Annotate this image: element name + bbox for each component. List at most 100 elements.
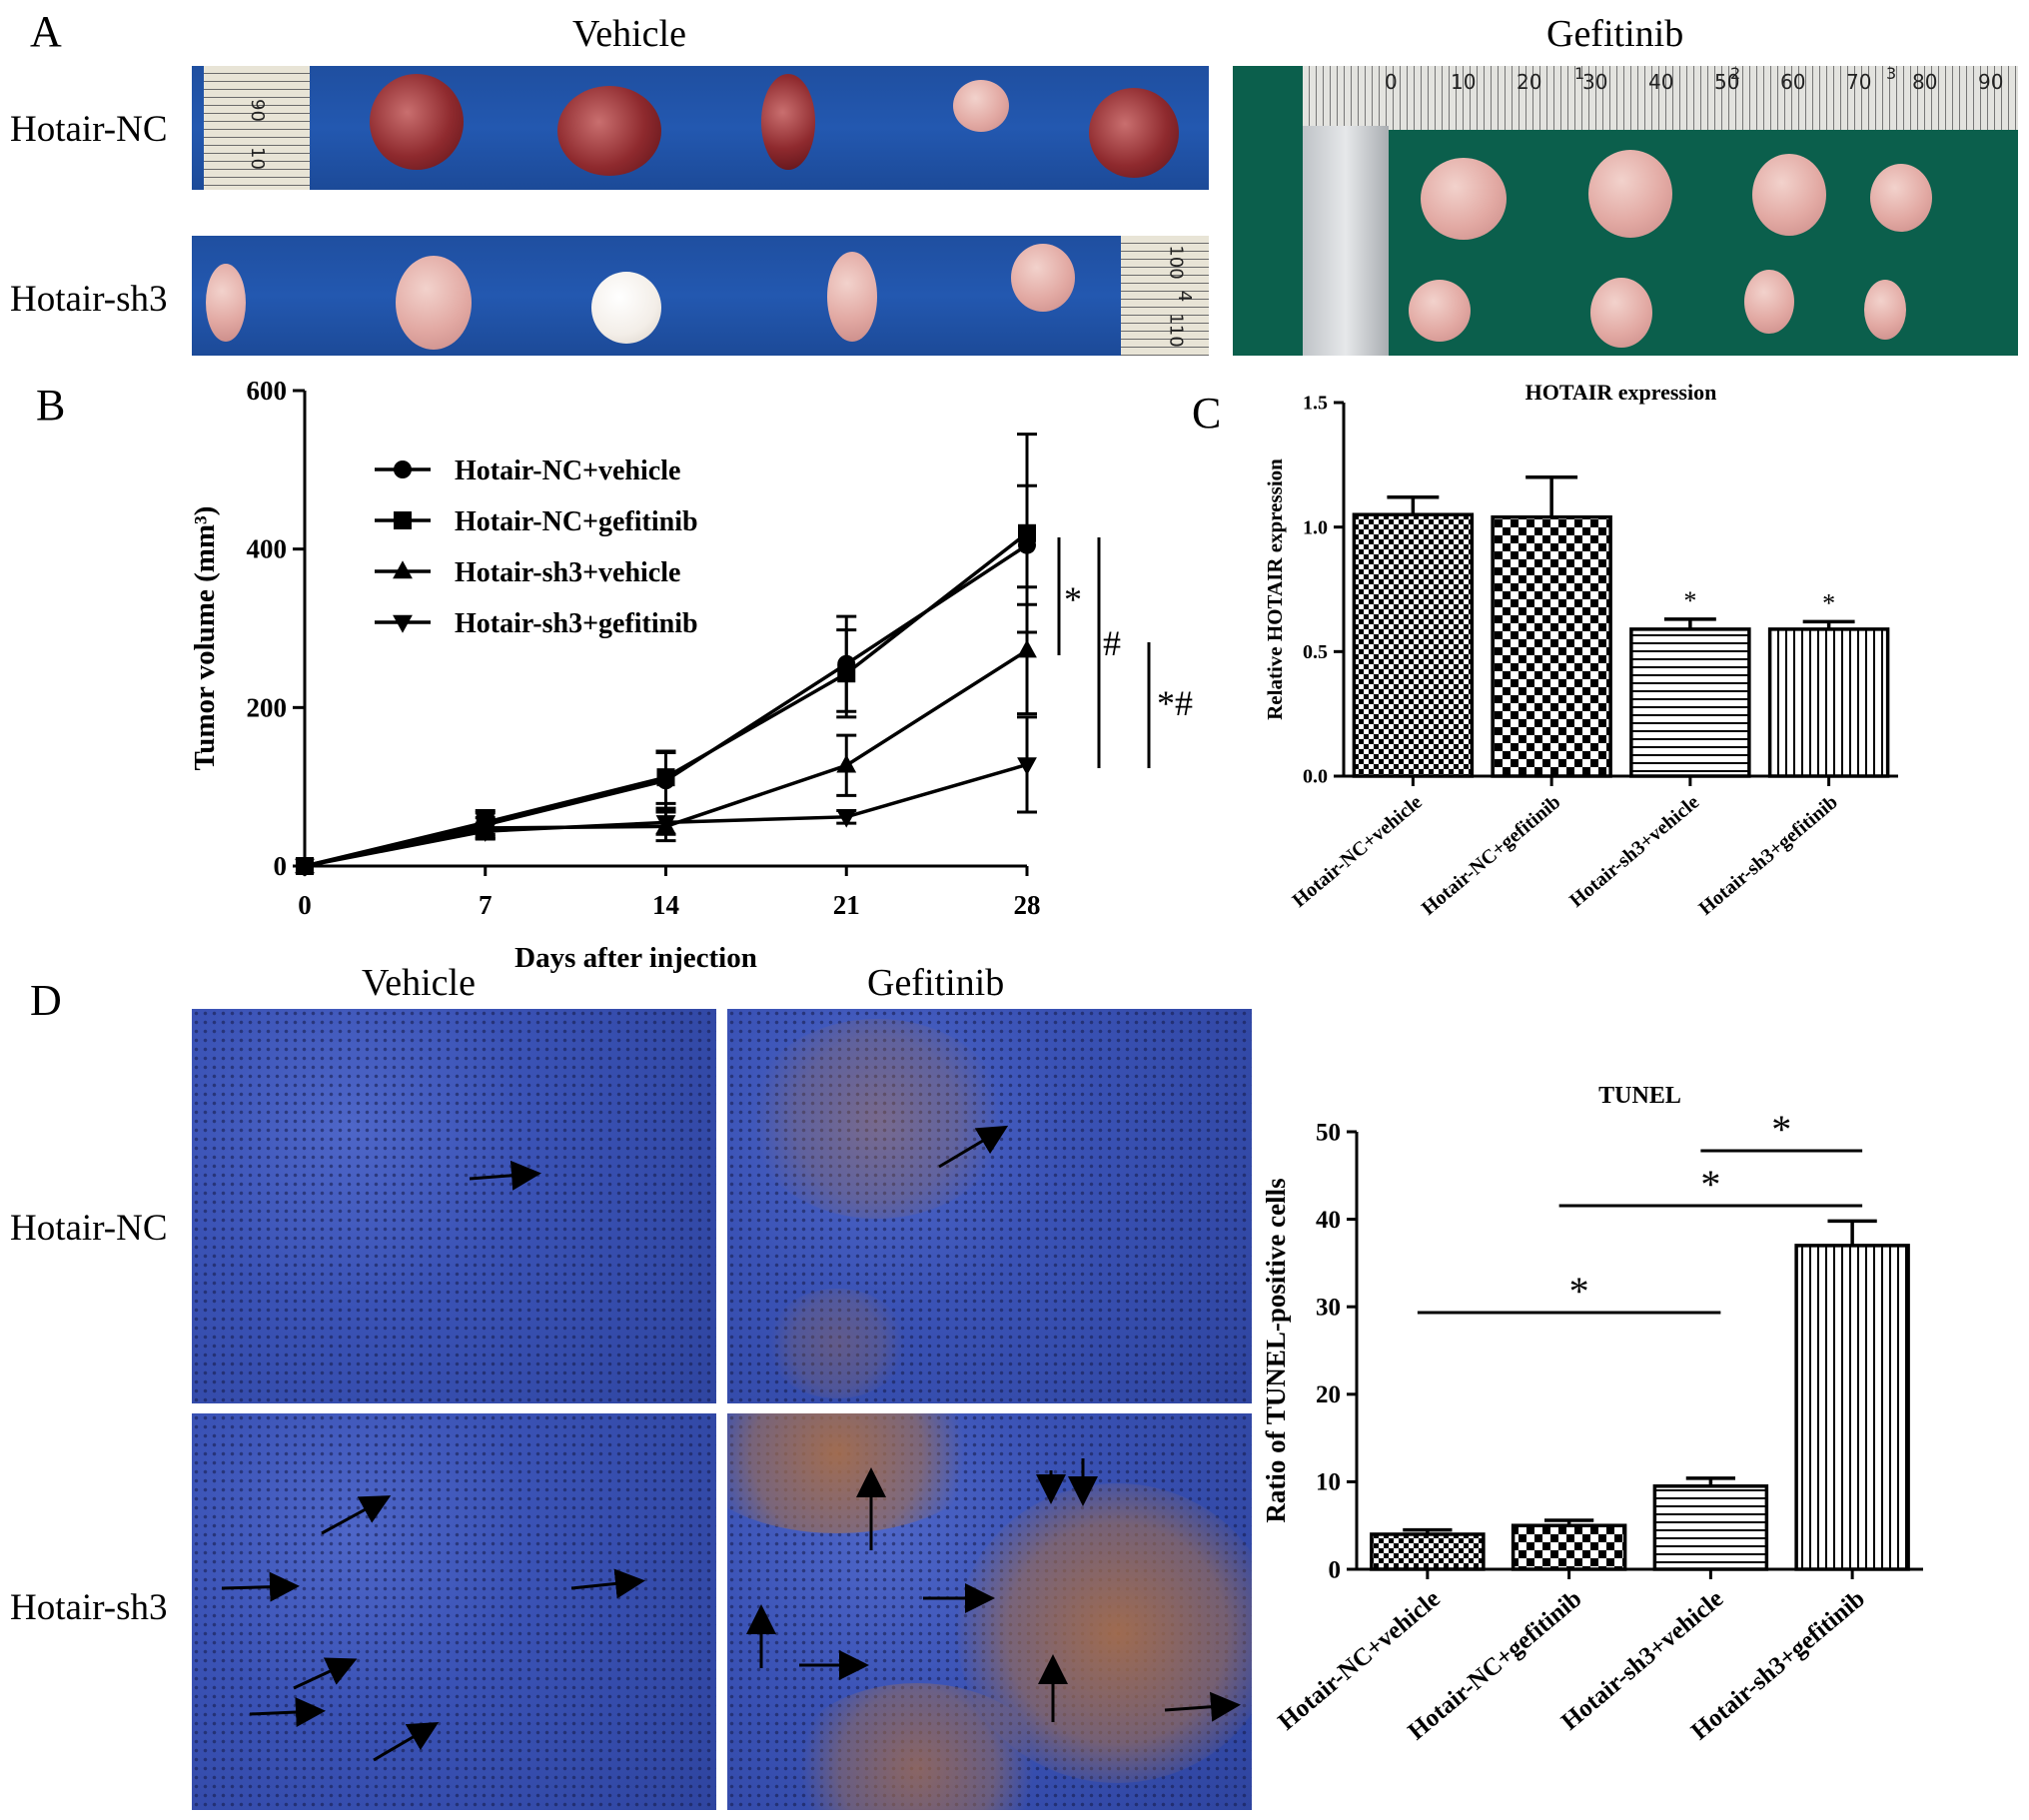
tunel-positive-arrow: [1164, 1691, 1241, 1722]
panel-d-row-label-nc: Hotair-NC: [10, 1208, 168, 1249]
data-point: [655, 815, 676, 834]
x-tick-label: 7: [479, 890, 493, 920]
legend-marker: [393, 560, 413, 579]
nuclei-texture: [192, 1009, 716, 1403]
ruler-inch-number: 3: [1886, 64, 1897, 83]
data-point: [475, 823, 496, 842]
chart-title: TUNEL: [1598, 1083, 1681, 1109]
data-point: [656, 768, 675, 787]
tunel-positive-arrow: [321, 1495, 392, 1535]
y-tick-label: 20: [1316, 1381, 1341, 1408]
tumor-photo-gefitinib: [1233, 66, 2018, 356]
tumor: [1752, 154, 1826, 236]
panel-a-gefitinib-title: Gefitinib: [1546, 13, 1684, 55]
y-axis-label: Ratio of TUNEL-positive cells: [1261, 1178, 1291, 1522]
tumor: [1870, 164, 1932, 232]
x-tick-label: Hotair-sh3+vehicle: [1565, 791, 1703, 912]
data-point: [1017, 757, 1037, 776]
tumor: [396, 256, 472, 350]
y-tick-label: 30: [1316, 1295, 1341, 1322]
tumor: [827, 252, 877, 342]
significance-label: *#: [1157, 683, 1193, 723]
legend-marker: [394, 460, 412, 478]
ruler-number: 30: [1582, 70, 1608, 94]
tunel-image-vehicle-sh3: [192, 1413, 716, 1810]
data-point: [1017, 639, 1037, 658]
x-tick-label: Hotair-sh3+gefitinib: [1694, 791, 1841, 920]
y-tick-label: 10: [1316, 1469, 1341, 1496]
caliper-jaw: [1303, 126, 1389, 356]
ruler-number: 20: [1517, 70, 1542, 94]
tumor: [1409, 280, 1471, 342]
data-point: [836, 754, 857, 773]
significance-label: *: [1771, 1107, 1791, 1152]
x-axis-label: Days after injection: [514, 942, 757, 974]
ruler: [1303, 66, 2018, 130]
panel-a-row-label-nc: Hotair-NC: [10, 109, 168, 150]
apoptotic-region: [767, 1289, 907, 1398]
data-point: [836, 809, 857, 828]
bar: [1767, 627, 1890, 778]
y-tick-label: 1.5: [1303, 393, 1328, 415]
bar: [1491, 514, 1612, 778]
y-axis-label: Tumor volume (mm³): [189, 506, 221, 771]
ruler-number: 60: [1780, 70, 1806, 94]
tumor: [1588, 150, 1672, 238]
significance-label: *: [1822, 588, 1835, 617]
ruler-number: 70: [1846, 70, 1872, 94]
y-tick-label: 40: [1316, 1207, 1341, 1234]
tunel-positive-arrow: [293, 1657, 358, 1690]
legend-marker: [393, 614, 413, 633]
apoptotic-region: [747, 1019, 1007, 1219]
x-tick-label: Hotair-NC+vehicle: [1289, 791, 1427, 912]
significance-label: *: [1569, 1269, 1589, 1314]
y-tick-label: 50: [1316, 1119, 1341, 1146]
tunel-positive-arrow: [570, 1568, 645, 1599]
y-tick-label: 0.5: [1303, 641, 1328, 663]
ruler-number: 10: [1451, 70, 1477, 94]
chart-title: HOTAIR expression: [1525, 380, 1717, 405]
apoptotic-region: [787, 1683, 1047, 1810]
tumor: [370, 74, 464, 170]
ruler-number: 40: [1648, 70, 1674, 94]
y-tick-label: 200: [247, 692, 288, 722]
tumor: [206, 264, 246, 342]
y-tick-label: 0.0: [1303, 766, 1328, 788]
ruler: [204, 66, 310, 190]
tumor: [1421, 158, 1507, 240]
panel-letter: C: [1192, 389, 1221, 438]
data-point: [837, 664, 856, 683]
y-tick-label: 600: [247, 376, 288, 406]
ruler-inch-number: 2: [1730, 64, 1741, 83]
legend-marker: [394, 511, 412, 529]
y-tick-label: 0: [1329, 1556, 1342, 1583]
x-tick-label: 0: [298, 890, 312, 920]
panel-d-gefitinib-title: Gefitinib: [867, 962, 1005, 1004]
tumor: [1590, 278, 1652, 348]
significance-label: #: [1103, 623, 1121, 663]
panel-a-letter: A: [30, 7, 62, 56]
tunel-image-gefitinib-nc: [727, 1009, 1252, 1403]
tunel-image-vehicle-nc: [192, 1009, 716, 1403]
panel-a-vehicle-title: Vehicle: [572, 13, 686, 55]
ruler-number: 0: [1385, 70, 1398, 94]
tumor: [1744, 270, 1794, 334]
bar: [1794, 1244, 1910, 1571]
y-tick-label: 1.0: [1303, 516, 1328, 538]
tumor-photo-vehicle-nc: [192, 66, 1209, 190]
legend-label: Hotair-NC+vehicle: [455, 455, 680, 486]
tumor: [591, 272, 661, 344]
tunel-positive-arrow: [249, 1697, 326, 1728]
tumor-photo-vehicle-sh3: [192, 236, 1209, 356]
y-axis-label: Relative HOTAIR expression: [1263, 458, 1287, 720]
panel-a-row-label-sh3: Hotair-sh3: [10, 279, 168, 320]
x-tick-label: 14: [652, 890, 679, 920]
series-3: [295, 715, 1037, 877]
tumor: [953, 80, 1009, 132]
chart-b: B 0 7 14 21 28 0 200 400 600 Days after injection T…: [36, 376, 1193, 974]
x-tick-label: Hotair-NC+gefitinib: [1418, 791, 1564, 920]
significance-label: *: [1064, 579, 1082, 619]
ruler: [1121, 236, 1209, 356]
ruler-number: 80: [1912, 70, 1938, 94]
